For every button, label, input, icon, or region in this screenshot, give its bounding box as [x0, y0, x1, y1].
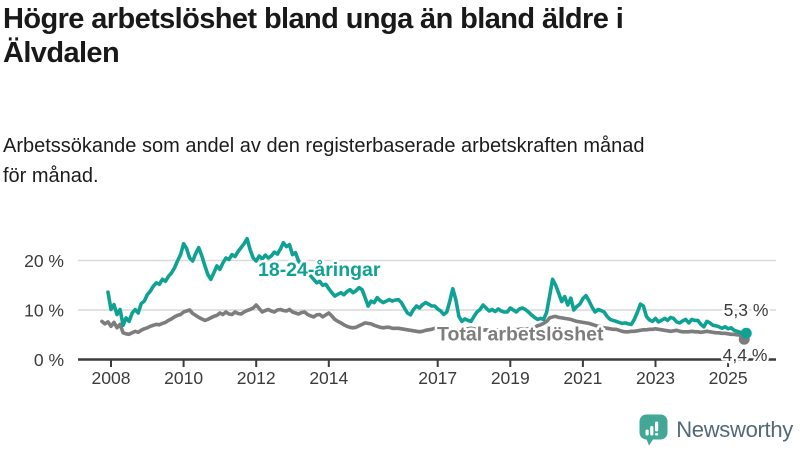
page-title: Högre arbetslöshet bland unga än bland ä… [3, 2, 795, 70]
x-tick-label-2025: 2025 [709, 368, 748, 388]
end-value-label-total: 4,4 % [723, 345, 768, 365]
newsworthy-logo-icon [639, 414, 668, 446]
x-tick-label-2012: 2012 [237, 368, 276, 388]
x-tick-label-2023: 2023 [636, 368, 675, 388]
x-tick-label-2017: 2017 [418, 368, 457, 388]
series-line-18-24 [106, 236, 748, 336]
series-label-18-24: 18-24-åringar [258, 258, 381, 281]
subtitle-line-1: Arbetssökande som andel av den registerb… [3, 135, 645, 157]
series-label-total: Total arbetslöshet [437, 324, 604, 346]
subtitle-line-2: för månad. [3, 165, 99, 187]
y-axis-label-20: 20 % [24, 251, 64, 271]
chart-subtitle: Arbetssökande som andel av den registerb… [3, 131, 783, 191]
y-axis-label-10: 10 % [24, 301, 64, 321]
y-axis-label-0: 0 % [34, 350, 64, 370]
x-tick-label-2014: 2014 [309, 368, 348, 388]
end-value-label-18-24: 5,3 % [724, 300, 769, 320]
title-line-2: Älvdalen [3, 37, 120, 69]
title-line-1: Högre arbetslöshet bland unga än bland ä… [3, 3, 624, 35]
unemployment-line-chart-svg: 0 % 10 % 20 % 2008 2010 2012 2014 2017 2019 2021 2… [24, 236, 776, 388]
line-chart: 0 % 10 % 20 % 2008 2010 2012 2014 2017 2019 2021 2… [0, 210, 800, 410]
brand-name: Newsworthy [676, 416, 793, 442]
series-line-total [100, 303, 748, 340]
x-tick-label-2008: 2008 [92, 368, 131, 388]
x-tick-label-2021: 2021 [563, 368, 602, 388]
x-tick-label-2010: 2010 [164, 368, 203, 388]
end-dot-18-24 [740, 327, 752, 339]
newsworthy-brand-link[interactable]: Newsworthy [638, 413, 793, 446]
x-tick-label-2019: 2019 [491, 368, 530, 388]
